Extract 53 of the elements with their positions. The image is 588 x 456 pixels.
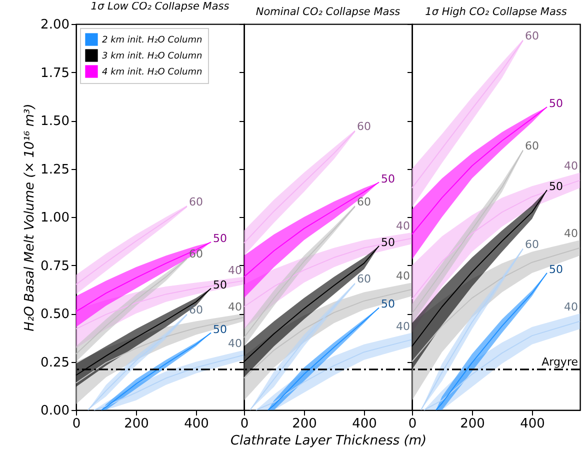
annotation: 60: [189, 195, 203, 208]
y-tick-label: 1.75: [40, 66, 70, 81]
ref-line-label: Argyre: [542, 355, 578, 368]
annotation: 60: [357, 195, 371, 208]
annotation: 50: [381, 236, 395, 249]
annotation: 40: [228, 300, 242, 314]
x-tick-label: 200: [460, 416, 485, 432]
x-tick-label: 400: [352, 416, 377, 432]
legend-label: 3 km init. H₂O Column: [102, 52, 202, 62]
annotation: 50: [213, 232, 227, 246]
annotation: 40: [396, 219, 410, 232]
y-tick-label: 0.75: [40, 258, 70, 274]
annotation: 50: [549, 180, 563, 193]
y-axis-title: H₂O Basal Melt Volume (× 10¹⁶ m³): [22, 104, 38, 332]
annotation: 60: [357, 272, 371, 286]
x-tick-label: 200: [292, 416, 317, 432]
line-series: [76, 242, 212, 312]
x-tick-label: 0: [240, 416, 249, 432]
x-tick-label: 0: [72, 416, 81, 432]
x-tick-label: 400: [184, 416, 209, 432]
annotation: 40: [228, 337, 242, 350]
y-tick-label: 1.50: [40, 114, 70, 129]
x-tick-label: 0: [408, 416, 417, 432]
chart-title: Nominal CO₂ Collapse Mass: [256, 6, 401, 18]
y-tick-label: 1.00: [40, 210, 70, 226]
annotation: 60: [525, 238, 539, 251]
annotation: 60: [525, 29, 539, 42]
annotation: 60: [357, 120, 371, 134]
legend-label: 2 km init. H₂O Column: [102, 36, 202, 46]
annotation: 60: [189, 304, 203, 316]
annotation: 50: [381, 172, 395, 186]
y-tick-label: 2.00: [40, 18, 70, 32]
x-tick-label: 200: [124, 416, 149, 432]
annotation: 60: [525, 139, 539, 152]
y-tick-label: 0.00: [40, 404, 70, 418]
x-axis-title: Clathrate Layer Thickness (m): [230, 434, 427, 448]
annotation: 50: [213, 322, 227, 336]
annotation: 50: [549, 262, 563, 276]
annotation: 40: [396, 320, 410, 333]
legend-label: 4 km init. H₂O Column: [102, 68, 202, 78]
annotation: 50: [213, 278, 227, 292]
chart-title: 1σ High CO₂ Collapse Mass: [425, 6, 568, 18]
annotation: 40: [396, 270, 410, 283]
annotation: 40: [228, 264, 242, 277]
annotation: 40: [564, 227, 578, 240]
x-tick-label: 400: [520, 416, 545, 432]
annotation: 50: [381, 298, 395, 311]
y-tick-label: 1.25: [40, 162, 70, 178]
annotation: 40: [564, 300, 578, 314]
y-tick-label: 0.25: [40, 355, 70, 370]
annotation: 40: [564, 160, 578, 173]
annotation: 50: [549, 96, 563, 110]
y-tick-label: 0.50: [40, 307, 70, 322]
